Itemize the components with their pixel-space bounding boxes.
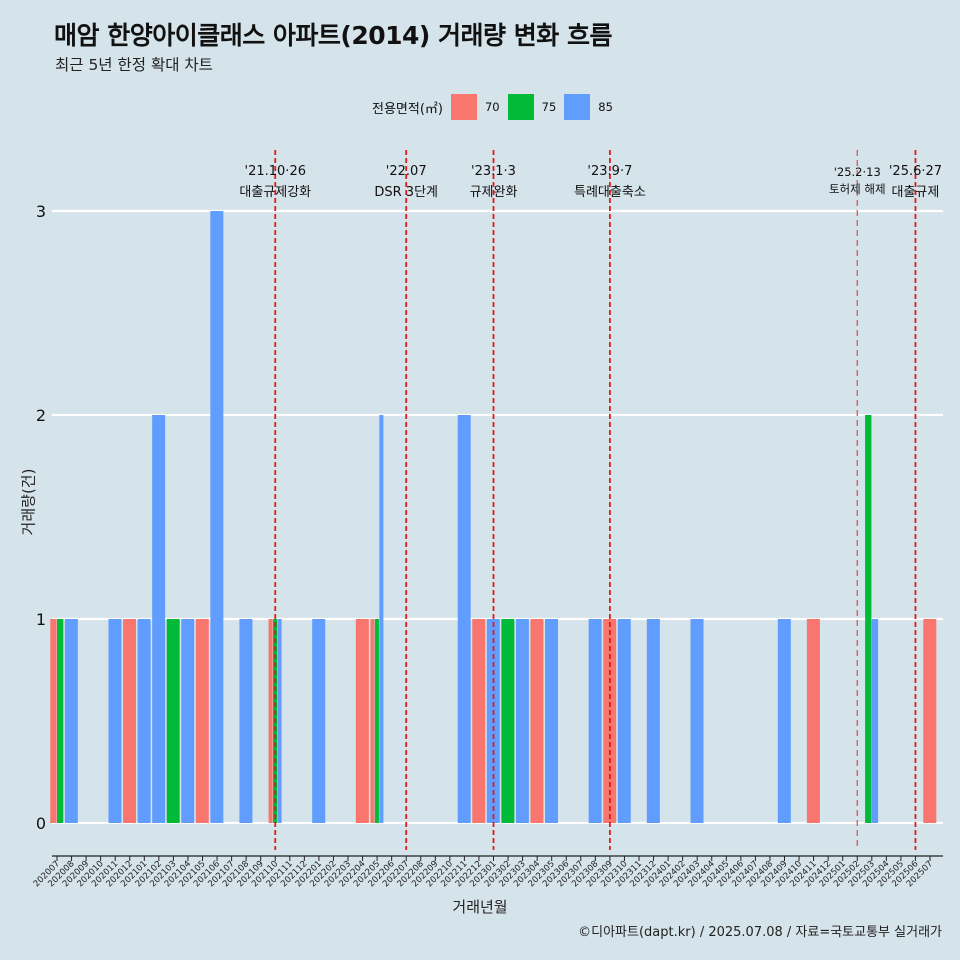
chart-subtitle: 최근 5년 한정 확대 차트: [55, 56, 213, 74]
legend-item-75: 75: [507, 94, 557, 120]
y-axis-title: 거래량(건): [19, 468, 38, 536]
legend-label-75: 75: [541, 100, 557, 114]
x-axis-title: 거래년월: [452, 898, 508, 916]
bar-202310-85: [617, 619, 631, 823]
bar-202101-85: [137, 619, 151, 823]
event-label-202110: 대출규제강화: [239, 185, 311, 200]
event-label-202502: 토허제 해제: [829, 182, 886, 196]
bar-202211-85: [457, 415, 471, 823]
bar-202503-75: [865, 415, 872, 823]
legend: 전용면적(㎡) 70 75 85: [372, 93, 621, 121]
legend-key-85: [564, 94, 591, 120]
legend-title: 전용면적(㎡): [372, 101, 443, 117]
bar-202201-85: [312, 619, 326, 823]
event-label-202301: 규제완화: [470, 185, 518, 200]
chart-title: 매암 한양아이클래스 아파트(2014) 거래량 변화 흐름: [54, 21, 612, 50]
bar-202204-70: [355, 619, 369, 823]
bar-202103-75: [166, 619, 180, 823]
event-date-202309: '23.9·7: [587, 164, 632, 179]
bar-202102-85: [152, 415, 166, 823]
bar-202302-75: [501, 619, 515, 823]
bar-202007-70: [50, 619, 57, 823]
bar-202304-70: [530, 619, 544, 823]
bar-202308-85: [588, 619, 602, 823]
bar-202110-70: [268, 619, 273, 823]
bar-202104-85: [181, 619, 195, 823]
event-date-202110: '21.10·26: [245, 164, 306, 179]
event-label-202207: DSR 3단계: [374, 185, 438, 200]
bar-202303-85: [515, 619, 529, 823]
legend-item-85: 85: [564, 94, 613, 120]
bar-202205-70: [370, 619, 375, 823]
bar-202411-70: [806, 619, 820, 823]
bar-202106-85: [210, 211, 224, 823]
event-label-202309: 특례대출축소: [574, 185, 646, 200]
bar-202012-70: [123, 619, 137, 823]
bar-202110-85: [277, 619, 282, 823]
bar-202011-85: [108, 619, 122, 823]
y-tick-label: 1: [36, 610, 46, 629]
bar-202507-70: [923, 619, 937, 823]
event-date-202301: '23.1·3: [471, 164, 516, 179]
bar-202007-75: [57, 619, 64, 823]
bar-202108-85: [239, 619, 253, 823]
bar-202205-85: [379, 415, 384, 823]
event-date-202506: '25.6·27: [889, 164, 942, 179]
y-tick-label: 3: [36, 202, 46, 221]
bar-202409-85: [777, 619, 791, 823]
bar-202205-75: [374, 619, 379, 823]
event-date-202502: '25.2·13: [834, 165, 881, 179]
bar-202503-85: [871, 619, 879, 823]
legend-key-70: [450, 94, 477, 120]
source-caption: ©디아파트(dapt.kr) / 2025.07.08 / 자료=국토교통부 실…: [578, 925, 942, 940]
legend-label-70: 70: [484, 100, 500, 114]
bar-202008-85: [64, 619, 78, 823]
bar-202403-85: [690, 619, 704, 823]
legend-item-70: 70: [450, 94, 500, 120]
legend-label-85: 85: [598, 100, 613, 114]
y-tick-label: 2: [36, 406, 46, 425]
bar-202105-70: [195, 619, 209, 823]
y-tick-label: 0: [36, 814, 46, 833]
bar-202305-85: [545, 619, 558, 823]
event-date-202207: '22.07: [386, 164, 427, 179]
event-label-202506: 대출규제: [892, 185, 940, 200]
bar-202212-70: [472, 619, 486, 823]
bar-202312-85: [646, 619, 660, 823]
legend-key-75: [507, 94, 534, 120]
